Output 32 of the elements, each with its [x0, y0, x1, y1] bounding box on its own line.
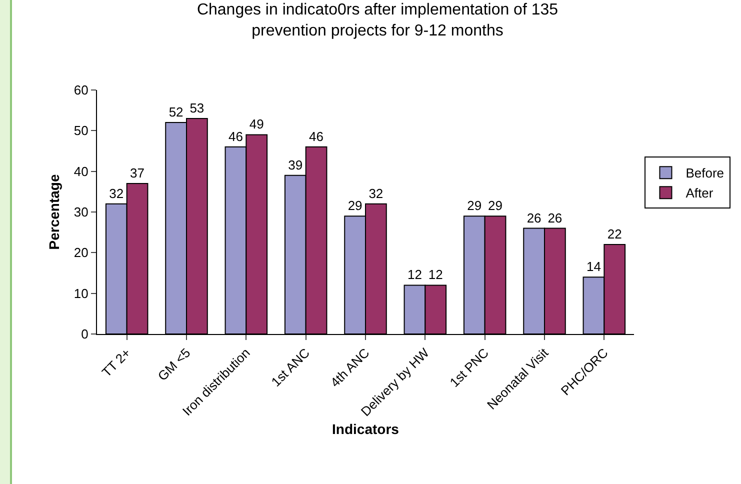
data-label: 46 [228, 128, 243, 144]
y-tick-label: 0 [81, 326, 88, 342]
y-axis-title: Percentage [46, 174, 62, 250]
data-label: 22 [607, 226, 622, 242]
data-label: 26 [526, 210, 542, 226]
legend-label: After [686, 186, 714, 201]
chart-title: Changes in indicato0rs after implementation of 135 prevention projects for 9-12 months [196, 2, 558, 40]
x-axis-title: Indicators [332, 421, 400, 438]
data-label: 26 [548, 210, 562, 226]
data-label: 49 [249, 116, 264, 132]
data-label: 12 [407, 267, 422, 282]
y-tick-label: 50 [74, 123, 88, 138]
data-label: 12 [428, 267, 443, 282]
y-tick-label: 40 [74, 164, 88, 179]
data-label: 29 [467, 198, 482, 214]
x-tick-label: GM <5 [154, 345, 194, 384]
data-label: 37 [130, 166, 145, 181]
data-label: 14 [586, 259, 601, 274]
data-label: 52 [168, 104, 184, 120]
data-label: 53 [190, 100, 204, 116]
legend-label: Before [686, 166, 724, 181]
y-tick-label: 20 [74, 245, 88, 260]
data-label: 32 [109, 186, 124, 201]
data-label: 32 [368, 186, 384, 201]
data-label: 29 [488, 198, 503, 214]
y-tick-label: 30 [74, 204, 88, 220]
x-tick-label: TT 2+ [98, 345, 134, 380]
data-label: 39 [288, 157, 303, 172]
y-tick-label: 10 [74, 286, 88, 301]
y-tick-label: 60 [74, 82, 88, 98]
data-label: 46 [309, 128, 324, 144]
data-label: 29 [348, 198, 362, 214]
